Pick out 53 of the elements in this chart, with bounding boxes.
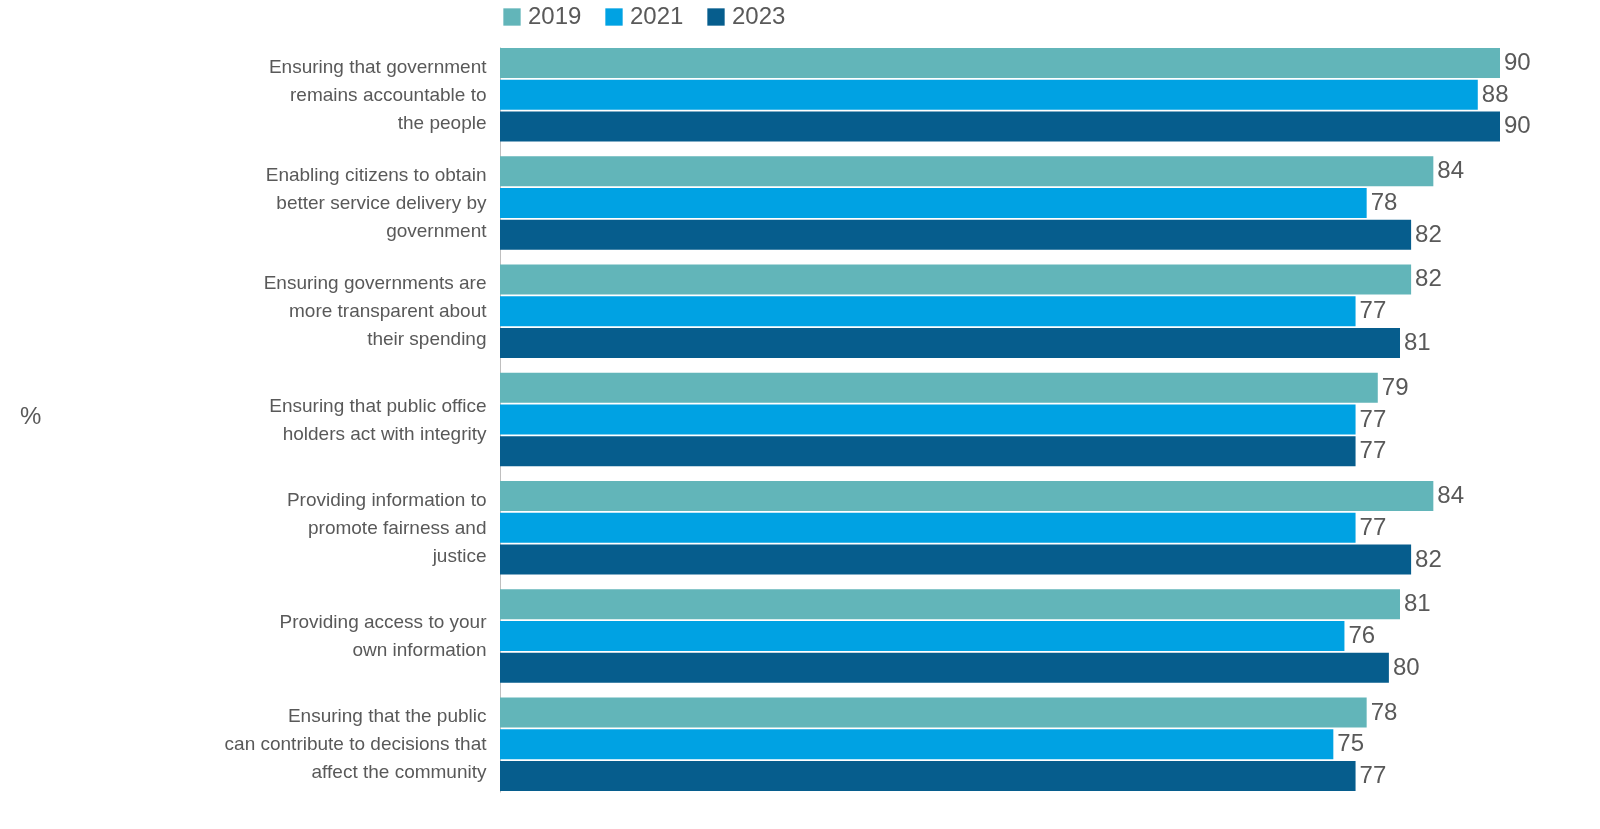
bar <box>500 589 1400 620</box>
bar <box>500 481 1434 512</box>
bar <box>500 111 1500 142</box>
bar <box>500 79 1478 110</box>
bar <box>500 187 1367 218</box>
bar <box>500 436 1356 467</box>
legend-label: 2019 <box>528 2 582 29</box>
data-label: 75 <box>1337 729 1365 757</box>
y-tick-label: Providing access to your own information <box>279 611 488 661</box>
data-label: 78 <box>1370 187 1398 215</box>
data-label: 77 <box>1359 404 1387 432</box>
data-label: 82 <box>1415 544 1442 572</box>
bar <box>500 47 1500 78</box>
text: % <box>20 402 42 429</box>
data-label: 88 <box>1481 79 1509 107</box>
bar <box>500 404 1356 435</box>
data-label: 80 <box>1392 652 1420 680</box>
data-label: 77 <box>1359 512 1387 540</box>
bar <box>500 327 1400 358</box>
data-label: 90 <box>1504 111 1531 139</box>
legend-label: 2023 <box>732 2 786 29</box>
bar <box>500 621 1345 652</box>
y-tick-label: Enabling citizens to obtain better service delivery by government <box>265 163 488 241</box>
data-label: 79 <box>1381 372 1409 400</box>
bar <box>500 219 1412 250</box>
bar <box>500 729 1334 760</box>
bar <box>500 544 1412 575</box>
y-tick-label: Ensuring governments are more transparent about their spending <box>263 272 488 350</box>
bar <box>500 372 1378 403</box>
legend-label: 2021 <box>630 2 684 29</box>
y-tick-label: Ensuring that government remains accountable to the people <box>268 55 488 133</box>
bar <box>500 761 1356 792</box>
bar <box>500 156 1434 187</box>
data-label: 82 <box>1415 219 1442 247</box>
data-label: 77 <box>1359 296 1387 324</box>
data-label: 76 <box>1348 621 1376 649</box>
bar <box>500 296 1356 327</box>
y-tick-label: Providing information to promote fairness and justice <box>286 488 487 566</box>
data-label: 84 <box>1437 156 1465 184</box>
data-label: 77 <box>1359 436 1387 464</box>
y-tick-label: Ensuring that the public can contribute to decisions that affect the community <box>224 705 488 783</box>
data-label: 82 <box>1415 264 1442 292</box>
data-label: 90 <box>1504 47 1531 75</box>
data-label: 84 <box>1437 481 1465 509</box>
data-label: 77 <box>1359 761 1387 789</box>
bar <box>500 697 1367 728</box>
bar <box>500 264 1412 295</box>
data-label: 81 <box>1404 327 1431 355</box>
data-label: 81 <box>1404 589 1431 617</box>
y-tick-label: Ensuring that public office holders act with integrity <box>269 394 487 444</box>
bar <box>500 652 1389 683</box>
bar <box>500 512 1356 543</box>
data-label: 78 <box>1370 697 1398 725</box>
